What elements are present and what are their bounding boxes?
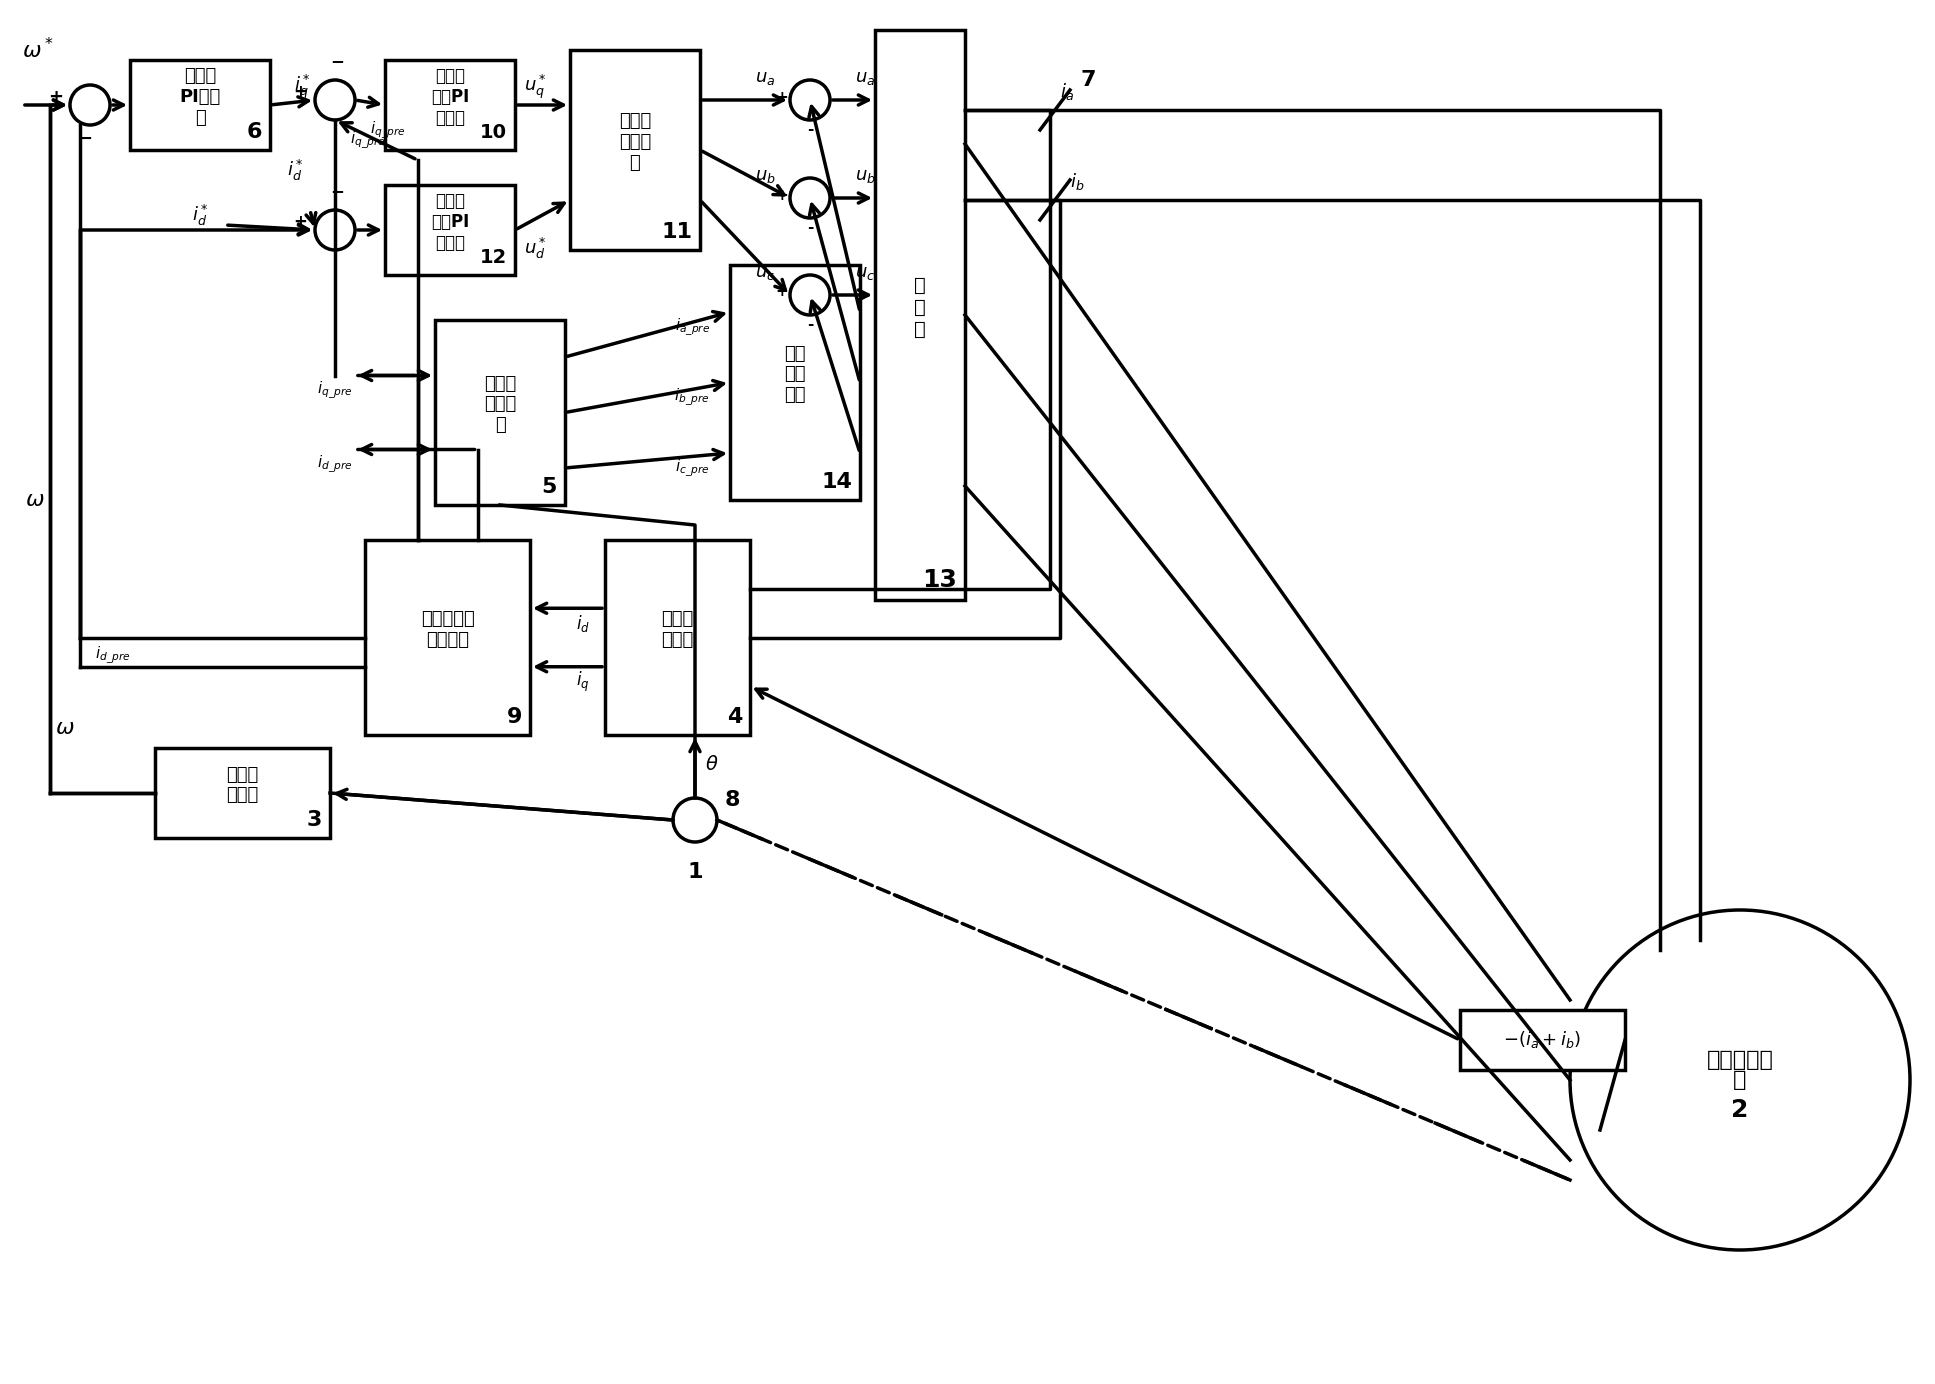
Text: 永磁同步电: 永磁同步电 (1707, 1050, 1774, 1070)
Text: $i_b$: $i_b$ (1070, 172, 1084, 192)
Bar (606, 540, 751, 735)
Text: $i_d$: $i_d$ (577, 613, 590, 634)
Text: 坐标变
换模块: 坐标变 换模块 (662, 610, 693, 649)
Circle shape (315, 80, 354, 120)
Text: 7: 7 (1080, 71, 1095, 90)
Circle shape (789, 80, 830, 120)
Circle shape (789, 179, 830, 219)
Text: $i_{b\_pre}$: $i_{b\_pre}$ (675, 388, 710, 408)
Text: 8: 8 (726, 790, 741, 810)
Text: +: + (48, 89, 64, 107)
Text: $u_a$: $u_a$ (755, 69, 776, 87)
Text: 死区
补偿
模块: 死区 补偿 模块 (784, 345, 805, 404)
Bar (435, 320, 565, 505)
Bar (729, 264, 859, 500)
Text: $i_{q\_pre}$: $i_{q\_pre}$ (317, 381, 352, 401)
Text: 1: 1 (687, 862, 702, 882)
Text: 3: 3 (306, 810, 321, 830)
Bar (130, 60, 271, 149)
Text: $i_{c\_pre}$: $i_{c\_pre}$ (675, 458, 710, 479)
Text: $i_{a\_pre}$: $i_{a\_pre}$ (675, 317, 710, 338)
Text: $\omega$: $\omega$ (54, 718, 75, 738)
Bar (875, 30, 966, 601)
Text: −: − (331, 183, 344, 201)
Text: $i_d^*$: $i_d^*$ (286, 158, 304, 183)
Circle shape (1569, 911, 1910, 1250)
Bar (366, 540, 530, 735)
Text: 5: 5 (542, 477, 557, 497)
Text: $i_{d\_pre}$: $i_{d\_pre}$ (317, 454, 352, 475)
Text: 2: 2 (1732, 1098, 1749, 1122)
Text: 9: 9 (507, 707, 522, 727)
Text: 14: 14 (820, 472, 851, 491)
Text: $i_q^*$: $i_q^*$ (294, 73, 312, 101)
Text: 第一电
流环PI
调节器: 第一电 流环PI 调节器 (432, 68, 468, 127)
Circle shape (315, 210, 354, 251)
Circle shape (673, 799, 718, 841)
Text: $\omega$: $\omega$ (25, 490, 45, 509)
Text: $u_d^*$: $u_d^*$ (524, 235, 546, 260)
Text: $\theta$: $\theta$ (704, 756, 718, 775)
Text: 速度环
PI调节
器: 速度环 PI调节 器 (180, 68, 221, 127)
Text: 12: 12 (480, 248, 507, 267)
Text: $i_{d\_pre}$: $i_{d\_pre}$ (95, 645, 130, 666)
Text: 11: 11 (662, 221, 693, 242)
Text: $i_{q\_pre}$: $i_{q\_pre}$ (370, 119, 406, 141)
Text: 4: 4 (728, 707, 741, 727)
Bar (155, 747, 331, 837)
Text: 电流反
变换模
块: 电流反 变换模 块 (484, 375, 517, 435)
Text: 第二电
流环PI
调节器: 第二电 流环PI 调节器 (432, 192, 468, 252)
Text: $u_q^*$: $u_q^*$ (524, 73, 546, 101)
Text: $u_c$: $u_c$ (755, 264, 776, 282)
Text: $i_{q\_pre}$: $i_{q\_pre}$ (350, 130, 385, 151)
Text: 电压反
变换模
块: 电压反 变换模 块 (619, 112, 650, 172)
Text: -: - (807, 317, 813, 332)
Bar (385, 185, 515, 275)
Text: 10: 10 (480, 123, 507, 143)
Text: +: + (776, 285, 788, 299)
Bar (385, 60, 515, 149)
Text: 13: 13 (923, 567, 958, 592)
Text: $\omega^*$: $\omega^*$ (21, 37, 54, 62)
Text: 增量式卡尔
曼滤波器: 增量式卡尔 曼滤波器 (420, 610, 474, 649)
Text: +: + (292, 83, 308, 101)
Text: +: + (292, 213, 308, 231)
Text: $i_a$: $i_a$ (1060, 82, 1074, 102)
Text: $u_b$: $u_b$ (755, 167, 776, 185)
Text: 机: 机 (1734, 1070, 1747, 1091)
Text: $i_d^*$: $i_d^*$ (192, 202, 209, 227)
Circle shape (70, 84, 110, 125)
Bar (571, 50, 700, 251)
Text: −: − (331, 53, 344, 71)
Text: $u_b$: $u_b$ (855, 167, 875, 185)
Text: 逆
变
器: 逆 变 器 (913, 275, 925, 339)
Circle shape (789, 275, 830, 316)
Text: −: − (77, 130, 93, 148)
Text: +: + (776, 90, 788, 105)
Bar (1461, 1010, 1625, 1070)
Text: -: - (807, 122, 813, 137)
Text: $i_q$: $i_q$ (577, 670, 590, 693)
Text: -: - (807, 220, 813, 235)
Text: $u_a$: $u_a$ (855, 69, 875, 87)
Text: 6: 6 (246, 122, 261, 143)
Text: $u_c$: $u_c$ (855, 264, 875, 282)
Text: $-(i_a+i_b)$: $-(i_a+i_b)$ (1503, 1030, 1581, 1050)
Text: +: + (776, 187, 788, 202)
Text: 转速计
算模块: 转速计 算模块 (226, 765, 259, 804)
